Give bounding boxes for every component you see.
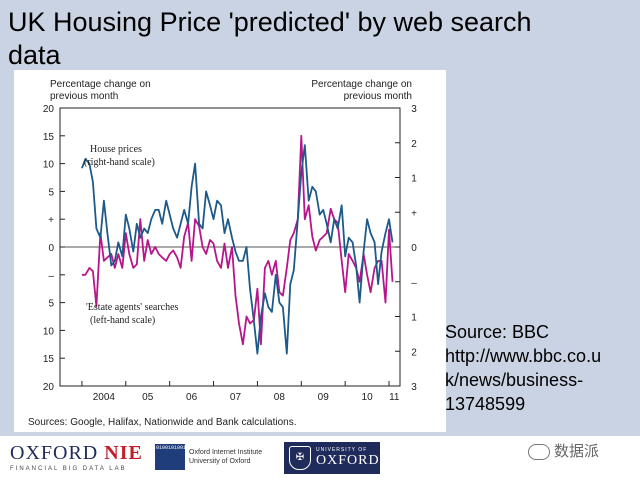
oxford-nie-tagline: FINANCIAL BIG DATA LAB (10, 466, 127, 472)
oxford-crest-icon: ✠ (289, 446, 311, 470)
left-tick-label: 5 (48, 299, 54, 310)
x-axis-ticks: 2004 05 06 07 08 09 10 11 (81, 381, 400, 403)
x-tick-label: 2004 (93, 392, 116, 403)
left-tick-label: 15 (43, 354, 55, 365)
source-line-3: k/news/business- (445, 370, 584, 390)
annotation-estate-agents-line1: 'Estate agents' searches (86, 302, 179, 313)
source-citation: Source: BBC http://www.bbc.co.u k/news/b… (445, 320, 640, 416)
source-line-4: 13748599 (445, 394, 526, 414)
left-axis-ticks: 20 15 10 5 +0 – 5 10 15 20 (43, 104, 65, 393)
annotation-house-prices-line1: House prices (90, 144, 142, 155)
left-tick-label: 10 (43, 160, 55, 171)
right-tick-label: 1 (411, 174, 417, 185)
wechat-icon (528, 444, 550, 461)
right-tick-label: 0 (411, 243, 417, 254)
right-tick-label: – (411, 278, 417, 289)
right-axis-label-line2: previous month (344, 91, 412, 102)
x-tick-label: 08 (274, 392, 286, 403)
oxford-internet-institute-logo: 01001010010101101001011010010 Oxford Int… (155, 444, 262, 470)
source-line-1: Source: BBC (445, 322, 550, 342)
oxford-nie-wordmark: OXFORD (10, 442, 99, 464)
right-axis-ticks: 3 2 1 +0 – 1 2 3 (395, 104, 417, 393)
annotation-estate-agents-line2: (left-hand scale) (90, 315, 155, 326)
right-axis-label-line1: Percentage change on (311, 79, 412, 90)
left-axis-label-line2: previous month (50, 91, 118, 102)
right-tick-label: 3 (411, 382, 417, 393)
oxford-nie-logo: OXFORD NIE FINANCIAL BIG DATA LAB (10, 442, 143, 472)
left-tick-label: 10 (43, 326, 55, 337)
chart-panel: Percentage change on previous month Perc… (14, 70, 446, 432)
watermark: 数据派 (528, 440, 599, 461)
x-tick-label: 06 (186, 392, 198, 403)
university-of-oxford-logo: ✠ UNIVERSITY OF OXFORD (284, 442, 380, 474)
annotation-house-prices-line2: (right-hand scale) (84, 157, 155, 168)
source-line-2: http://www.bbc.co.u (445, 346, 602, 366)
left-axis-label-line1: Percentage change on (50, 79, 151, 90)
right-tick-label: 2 (411, 139, 417, 150)
oii-name: Oxford Internet Institute (189, 449, 263, 456)
left-tick-label: 15 (43, 132, 55, 143)
series-line-house-prices (81, 144, 394, 355)
x-tick-label: 10 (362, 392, 374, 403)
right-tick-label: 3 (411, 104, 417, 115)
right-tick-label: 1 (411, 313, 417, 324)
x-tick-label: 07 (230, 392, 242, 403)
left-tick-label: 20 (43, 104, 55, 115)
left-tick-label: 20 (43, 382, 55, 393)
left-tick-label: + (48, 215, 54, 226)
uo-big-text: OXFORD (316, 453, 380, 468)
right-tick-label: + (411, 208, 417, 219)
left-tick-label: 0 (48, 243, 54, 254)
nie-wordmark: NIE (104, 442, 143, 464)
oii-binary-icon: 01001010010101101001011010010 (155, 444, 185, 470)
slide-title: UK Housing Price 'predicted' by web sear… (8, 7, 532, 70)
x-tick-label: 11 (389, 392, 400, 403)
watermark-text: 数据派 (554, 443, 600, 460)
left-tick-label: – (48, 271, 54, 282)
right-tick-label: 2 (411, 347, 417, 358)
series-line-estate-agents-searches (81, 134, 394, 346)
left-tick-label: 5 (48, 187, 54, 198)
chart-footnote: Sources: Google, Halifax, Nationwide and… (28, 417, 296, 428)
chart: Percentage change on previous month Perc… (28, 79, 417, 428)
oii-university: University of Oxford (189, 458, 251, 465)
x-tick-label: 05 (142, 392, 154, 403)
uo-small-text: UNIVERSITY OF (316, 447, 368, 453)
x-tick-label: 09 (318, 392, 330, 403)
